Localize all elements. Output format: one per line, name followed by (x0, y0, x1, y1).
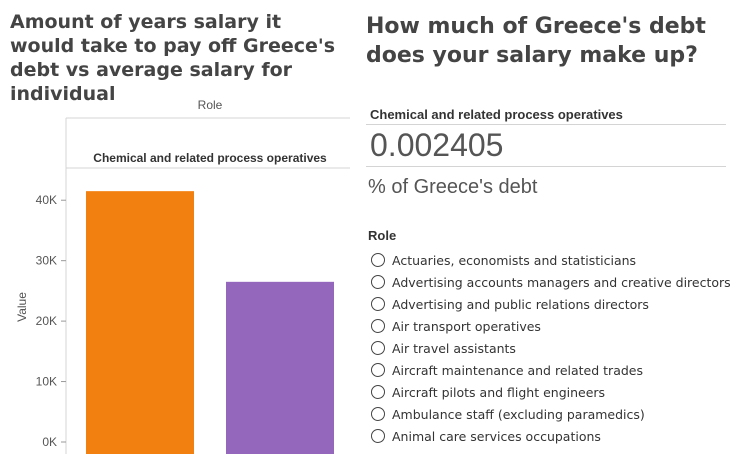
role-option[interactable]: Advertising and public relations directo… (371, 293, 731, 315)
role-option[interactable]: Actuaries, economists and statisticians (371, 249, 731, 271)
radio-button-icon[interactable] (371, 407, 385, 421)
panel-header-label: Chemical and related process operatives (93, 151, 327, 165)
bar-1[interactable] (86, 191, 194, 454)
role-option[interactable]: Aircraft maintenance and related trades (371, 359, 731, 381)
role-filter-title: Role (368, 228, 397, 243)
role-option[interactable]: Air transport operatives (371, 315, 731, 337)
y-axis-ticks: 0K 10K 20K 30K 40K (36, 193, 66, 449)
role-option[interactable]: Aircraft pilots and flight engineers (371, 381, 731, 403)
role-filter-list: Actuaries, economists and statisticians A… (371, 249, 731, 447)
role-option-label: Advertising and public relations directo… (392, 296, 649, 312)
role-option-label: Air transport operatives (392, 318, 541, 334)
kpi-header: Chemical and related process operatives (370, 107, 623, 122)
y-axis-label: Value (15, 292, 29, 322)
radio-button-icon[interactable] (371, 363, 385, 377)
radio-button-icon[interactable] (371, 319, 385, 333)
role-option-label: Aircraft pilots and flight engineers (392, 384, 606, 400)
role-option[interactable]: Air travel assistants (371, 337, 731, 359)
radio-button-icon[interactable] (371, 385, 385, 399)
kpi-value-rule (366, 166, 726, 167)
kpi-value: 0.002405 (370, 127, 504, 163)
role-option-label: Aircraft maintenance and related trades (392, 362, 643, 378)
role-option-label: Actuaries, economists and statisticians (392, 252, 637, 268)
bar-2[interactable] (226, 281, 334, 454)
kpi-title: How much of Greece's debt does your sala… (366, 14, 706, 68)
radio-button-icon[interactable] (371, 297, 385, 311)
radio-button-icon[interactable] (371, 253, 385, 267)
role-option-label: Air travel assistants (392, 340, 516, 356)
kpi-caption: % of Greece's debt (368, 176, 538, 198)
role-option[interactable]: Advertising accounts managers and creati… (371, 271, 731, 293)
role-option[interactable]: Ambulance staff (excluding paramedics) (371, 403, 731, 425)
radio-button-icon[interactable] (371, 429, 385, 443)
role-option-label: Ambulance staff (excluding paramedics) (392, 406, 645, 422)
y-tick-label: 20K (36, 314, 57, 328)
bar-chart: Role Chemical and related process operat… (15, 98, 350, 454)
y-tick-label: 30K (36, 254, 57, 268)
role-option-label: Animal care services occupations (392, 428, 601, 444)
role-option-label: Advertising accounts managers and creati… (392, 274, 731, 290)
y-tick-label: 0K (42, 435, 57, 449)
radio-button-icon[interactable] (371, 275, 385, 289)
bars (86, 191, 334, 454)
y-tick-label: 40K (36, 193, 57, 207)
radio-button-icon[interactable] (371, 341, 385, 355)
role-option[interactable]: Animal care services occupations (371, 425, 731, 447)
kpi-header-rule (366, 124, 726, 125)
column-header-label: Role (198, 98, 223, 112)
y-tick-label: 10K (36, 375, 57, 389)
chart-title: Amount of years salary it would take to … (10, 11, 336, 105)
